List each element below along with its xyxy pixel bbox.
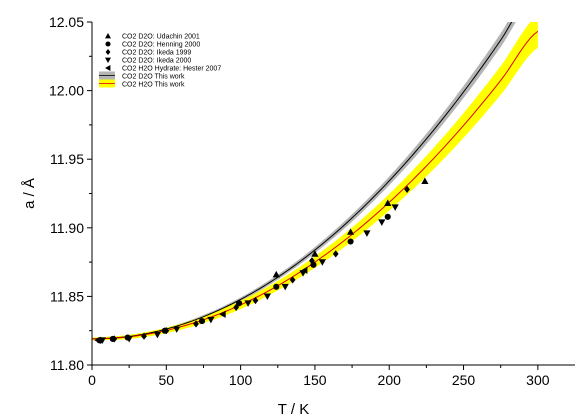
- data-point-s2-8: [309, 257, 315, 265]
- data-point-s1-5: [236, 300, 243, 307]
- x-tick-label: 300: [526, 372, 550, 388]
- data-point-s1-8: [347, 238, 354, 245]
- data-point-s2-1: [111, 335, 118, 343]
- data-point-s4-0: [94, 336, 101, 344]
- legend-marker-4: [105, 65, 111, 71]
- y-tick-label: 12.00: [49, 83, 84, 99]
- legend-marker-3: [105, 57, 111, 63]
- data-point-s3-2: [153, 331, 161, 339]
- x-tick-label: 200: [378, 372, 402, 388]
- data-point-s3-12: [391, 204, 399, 211]
- data-point-s4-1: [219, 310, 226, 318]
- data-point-s2-4: [193, 320, 199, 328]
- data-point-s3-3: [173, 326, 181, 333]
- data-point-s2-2: [141, 332, 147, 340]
- legend-marker-0: [105, 33, 111, 39]
- data-point-s3-4: [207, 316, 215, 324]
- data-point-s0-3: [384, 199, 392, 206]
- legend-label: CO2 D2O This work: [122, 74, 185, 81]
- data-point-s2-5: [233, 303, 240, 311]
- x-tick-label: 100: [229, 372, 253, 388]
- data-point-s1-4: [198, 318, 206, 325]
- legend-marker-1: [105, 41, 111, 47]
- x-tick-label: 150: [303, 372, 327, 388]
- legend-label: CO2 D2O: Henning 2000: [122, 42, 200, 49]
- y-tick-label: 11.90: [50, 220, 84, 236]
- data-point-s3-9: [318, 259, 326, 266]
- legend-label: CO2 D2O: Ikeda 1999: [122, 50, 191, 57]
- x-axis-title: T / K: [278, 401, 309, 418]
- data-point-s3-6: [263, 293, 271, 300]
- legend-label: CO2 H2O Hydrate: Hester 2007: [122, 66, 221, 73]
- data-markers: [94, 177, 429, 344]
- legend-label: CO2 D2O: Udachin 2001: [122, 34, 200, 41]
- x-tick-label: 50: [159, 372, 175, 388]
- data-point-s2-7: [289, 276, 296, 284]
- y-tick-label: 11.95: [50, 151, 84, 167]
- y-tick-label: 11.80: [50, 357, 84, 373]
- data-point-s3-1: [125, 336, 133, 343]
- data-point-s2-3: [163, 327, 170, 335]
- data-point-s1-9: [384, 213, 391, 220]
- data-point-s2-6: [252, 296, 259, 305]
- data-point-s0-1: [311, 250, 319, 257]
- data-point-s3-10: [363, 230, 371, 237]
- legend-marker-2: [105, 49, 111, 55]
- axes: 0 50 100 150 200 250 300 11.80 11.85 11.90 11.95 12…: [49, 14, 575, 388]
- data-point-s1-6: [273, 283, 280, 290]
- data-point-s0-4: [421, 177, 429, 185]
- legend-label: CO2 D2O: Ikeda 2000: [122, 58, 191, 65]
- data-point-s2-10: [404, 185, 410, 193]
- data-point-s0-2: [346, 228, 355, 235]
- data-point-s2-9: [332, 250, 339, 258]
- data-point-s3-7: [281, 283, 289, 291]
- x-tick-label: 0: [88, 372, 96, 388]
- data-point-s0-0: [272, 270, 280, 278]
- legend-label: CO2 H2O This work: [122, 82, 185, 89]
- y-tick-label: 11.85: [50, 288, 84, 304]
- y-tick-label: 12.05: [49, 14, 84, 30]
- x-tick-label: 250: [452, 372, 476, 388]
- data-point-s3-11: [378, 219, 386, 226]
- y-axis-title: a / Å: [21, 178, 38, 209]
- data-point-s4-2: [300, 266, 308, 274]
- data-point-s3-5: [244, 300, 252, 307]
